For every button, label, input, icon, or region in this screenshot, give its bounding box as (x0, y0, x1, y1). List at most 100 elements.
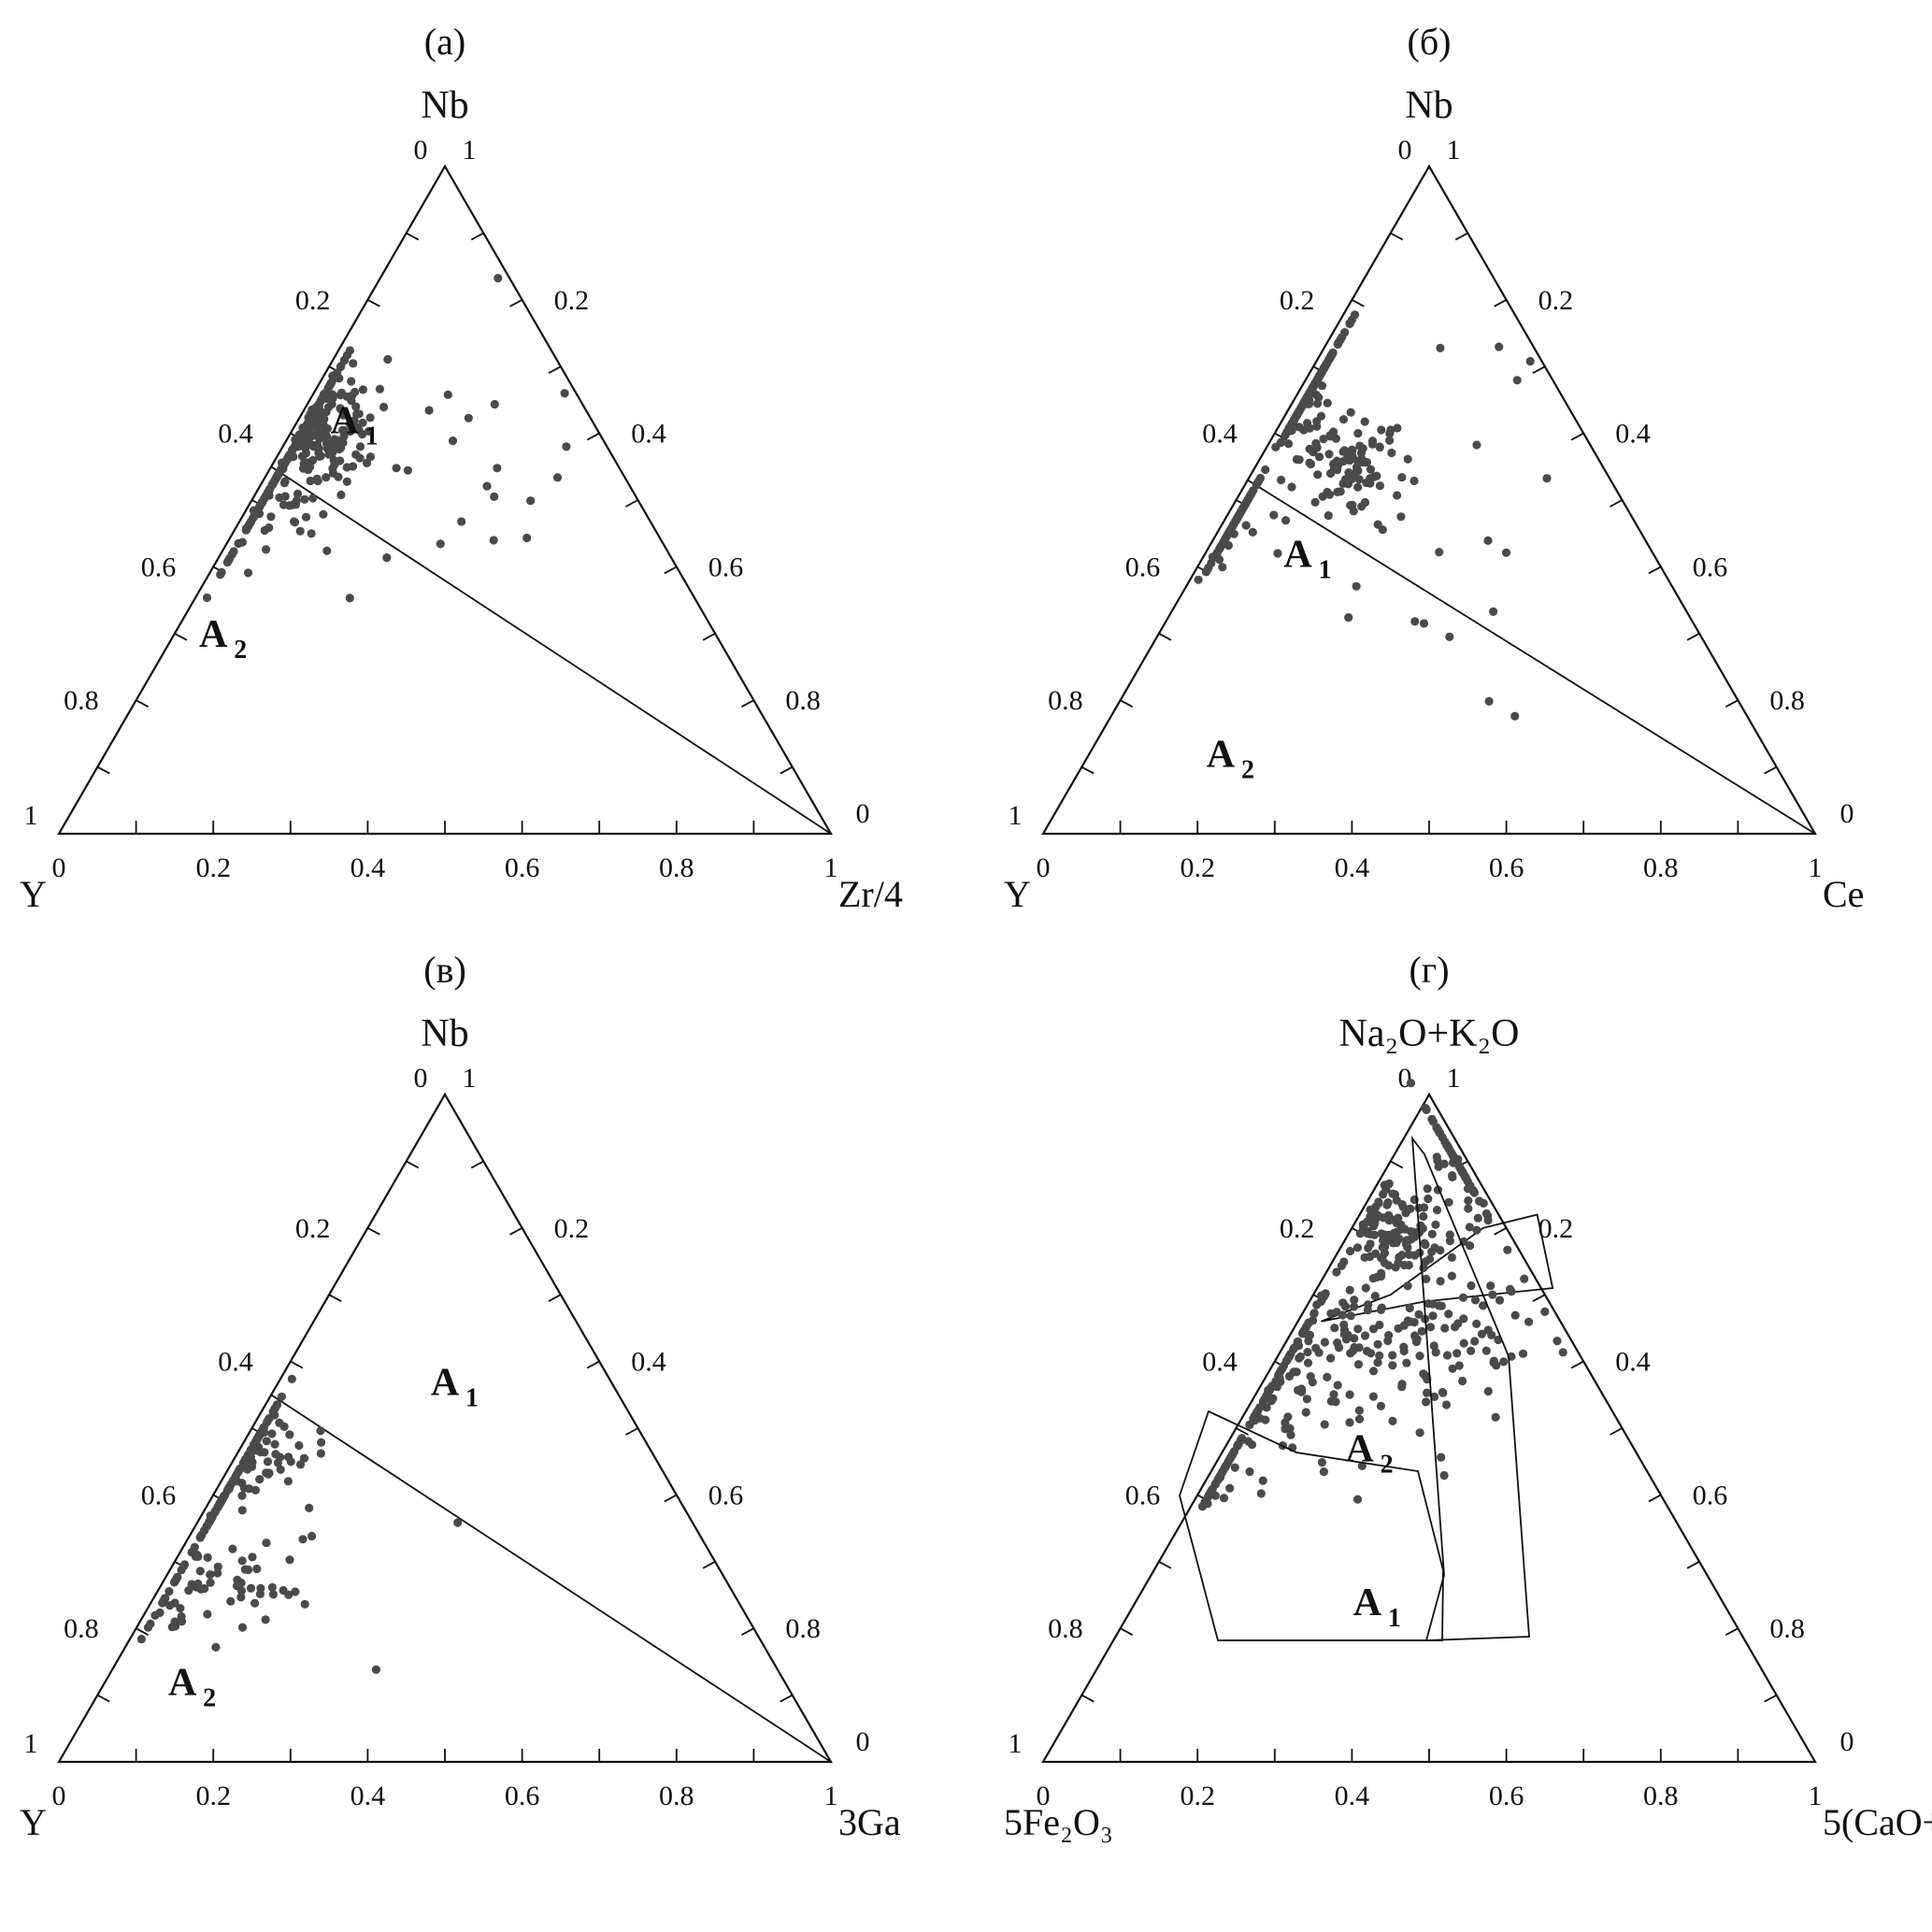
data-point (562, 442, 571, 451)
data-point (1381, 1184, 1391, 1195)
data-point (303, 436, 312, 446)
data-point (1255, 473, 1266, 483)
data-point (552, 473, 563, 482)
data-point (1323, 398, 1332, 408)
region-label-sub: 2 (203, 1684, 216, 1713)
tick-right (1764, 766, 1778, 775)
tick-label-right: 0.8 (785, 1613, 821, 1644)
data-point (1453, 1159, 1463, 1168)
data-point (443, 390, 452, 399)
data-point (383, 354, 393, 365)
data-point (1313, 470, 1323, 479)
data-point (1410, 476, 1419, 486)
tick-label-right: 0.2 (1538, 285, 1574, 316)
data-point (1507, 1287, 1516, 1296)
tick-label-left: 1 (24, 800, 38, 831)
data-point (1303, 419, 1312, 428)
data-point (1492, 1361, 1501, 1370)
data-point (1345, 1246, 1355, 1256)
data-point (382, 553, 392, 563)
data-point (336, 362, 346, 371)
data-point (1316, 411, 1326, 421)
data-point (244, 1565, 253, 1575)
data-point (1428, 1311, 1438, 1321)
data-point (1354, 1406, 1364, 1415)
region-label-sub: 2 (1241, 756, 1254, 785)
data-point (1318, 492, 1327, 501)
data-point (1459, 1338, 1468, 1348)
apex-tick-label: 0 (414, 1063, 428, 1094)
panel-label: (а) (424, 21, 465, 63)
data-point (358, 430, 367, 439)
data-point (1410, 1251, 1420, 1260)
data-point (1396, 512, 1406, 522)
data-point (1403, 454, 1412, 464)
data-point (1384, 1216, 1394, 1225)
data-point (263, 1417, 272, 1427)
data-point (1346, 1311, 1355, 1321)
data-point (1481, 1346, 1491, 1355)
data-point (358, 418, 367, 427)
data-point (268, 1590, 278, 1599)
data-point (1309, 1309, 1319, 1319)
data-point (1463, 1184, 1473, 1194)
data-point (1470, 1295, 1481, 1305)
data-point (1345, 1390, 1354, 1399)
data-point (1483, 536, 1493, 546)
data-point (1286, 1430, 1295, 1439)
data-point (316, 451, 325, 461)
data-point (1487, 1330, 1496, 1339)
data-point (336, 456, 345, 465)
data-point (1247, 1440, 1257, 1450)
data-point (1241, 521, 1251, 530)
data-point (1520, 1274, 1529, 1283)
data-point (1434, 1301, 1444, 1310)
tick-label-left: 0.2 (1280, 1213, 1315, 1244)
tick-label-right: 0 (1840, 798, 1854, 829)
data-point (1373, 1339, 1382, 1349)
tick-right (1686, 633, 1700, 641)
tick-left (174, 633, 188, 641)
data-point (165, 1587, 174, 1596)
data-point (1294, 1385, 1303, 1395)
tick-label-left: 1 (24, 1728, 38, 1759)
data-point (1346, 408, 1355, 417)
data-point (287, 1374, 296, 1383)
data-point (203, 1553, 212, 1562)
data-point (1392, 1218, 1401, 1227)
data-point (176, 1604, 185, 1613)
data-point (1406, 1079, 1416, 1088)
tick-label-right: 0.8 (1769, 1613, 1805, 1644)
data-point (1442, 1141, 1452, 1151)
data-point (243, 568, 253, 578)
data-point (522, 533, 532, 543)
data-point (1491, 1412, 1500, 1422)
data-point (1370, 1204, 1380, 1213)
triangle-frame (1041, 164, 1817, 836)
data-point (1419, 619, 1429, 628)
data-point (1326, 351, 1336, 361)
data-point (203, 1610, 212, 1619)
data-point (1355, 1229, 1365, 1238)
data-point (1473, 1213, 1482, 1223)
tick-left (328, 1294, 342, 1302)
tick-label-bottom: 0 (1037, 1781, 1051, 1811)
data-point (1304, 1318, 1313, 1327)
data-point (1432, 1206, 1442, 1215)
data-point (1344, 468, 1353, 478)
data-point (306, 476, 315, 486)
tick-right (780, 1694, 794, 1703)
data-point (1293, 1337, 1303, 1346)
data-point (262, 1538, 271, 1548)
data-point (1344, 613, 1353, 623)
data-point (1225, 1483, 1235, 1493)
data-point (1338, 457, 1348, 466)
data-point (1343, 479, 1352, 489)
panel-label: (б) (1408, 21, 1452, 63)
region-label: A (168, 1662, 197, 1705)
data-point (1377, 425, 1386, 435)
tick-label-left: 0.8 (64, 685, 99, 716)
tick-label-bottom: 0.2 (195, 1781, 231, 1811)
apex-tick-label: 0 (1398, 135, 1412, 165)
tick-label-right: 0.2 (1538, 1213, 1574, 1244)
